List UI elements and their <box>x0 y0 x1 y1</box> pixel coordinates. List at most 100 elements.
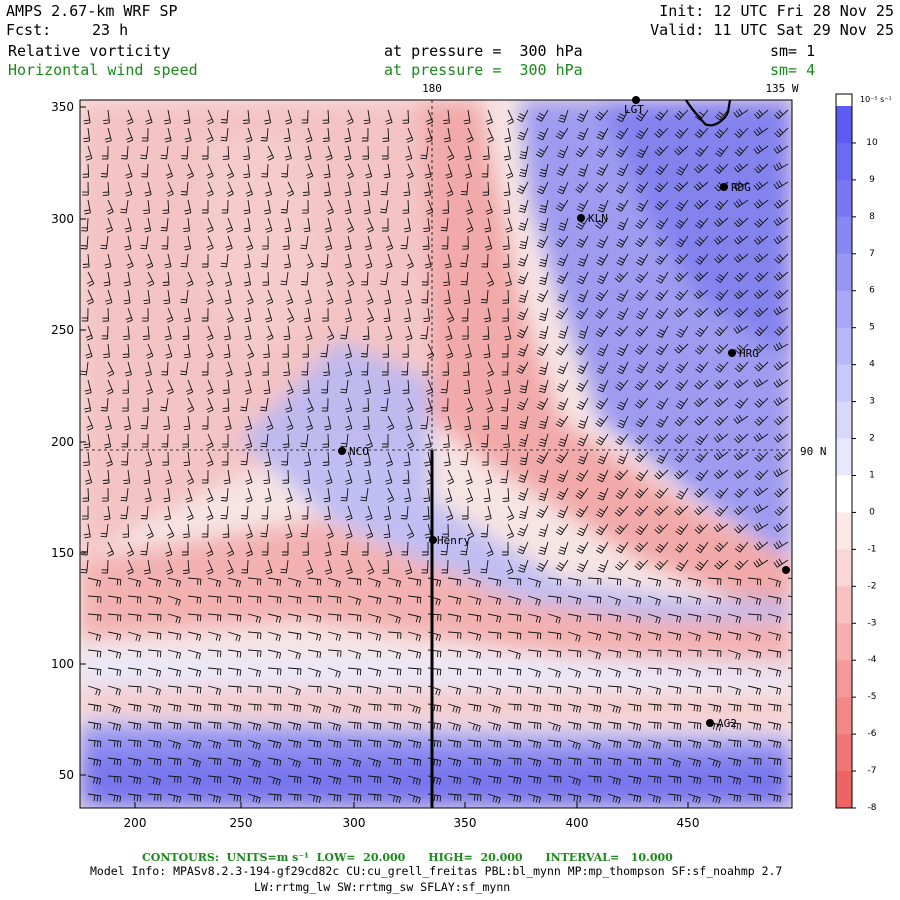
x-tick-200: 200 <box>124 816 147 830</box>
colorbar-label: 6 <box>869 286 875 296</box>
field2-level: at pressure = 300 hPa <box>384 61 583 79</box>
colorbar-cell <box>836 512 852 550</box>
field2-smoothing: sm= 4 <box>770 61 816 79</box>
station-ag2: AG2 <box>706 717 737 730</box>
colorbar-cell <box>836 142 852 181</box>
colorbar-cell <box>836 216 852 255</box>
colorbar-label: -7 <box>868 766 877 776</box>
coastline <box>685 99 732 127</box>
station-kln: KLN <box>577 212 608 225</box>
y-tick-250: 250 <box>51 323 74 337</box>
colorbar-label: -8 <box>868 803 877 813</box>
station-label: KLN <box>588 212 608 225</box>
colorbar-label: 9 <box>869 175 875 185</box>
station-henry: Henry <box>429 534 470 547</box>
colorbar-units: 10⁻⁵ s⁻¹ <box>860 95 892 104</box>
station-label: HRG <box>739 347 759 360</box>
field1-name: Relative vorticity <box>8 42 171 60</box>
y-tick-350: 350 <box>51 100 74 114</box>
colorbar-label: 8 <box>869 212 875 222</box>
physics-info: LW:rrtmg_lw SW:rrtmg_sw SFLAY:sf_mynn <box>254 880 511 894</box>
field1-level: at pressure = 300 hPa <box>384 42 583 60</box>
colorbar-cell <box>836 586 852 624</box>
colorbar-cell <box>836 438 852 476</box>
station-marker-icon <box>720 183 728 191</box>
y-tick-50: 50 <box>59 768 74 782</box>
colorbar-cell <box>836 179 852 218</box>
station-marker-icon <box>577 214 585 222</box>
model-info: Model Info: MPASv8.2.3-194-gf29cd82c CU:… <box>90 864 783 878</box>
station-hrg: HRG <box>728 347 759 360</box>
station-marker-icon <box>782 566 790 574</box>
station-label: Henry <box>437 534 470 547</box>
y-tick-200: 200 <box>51 435 74 449</box>
wind-barbs <box>80 108 792 804</box>
colorbar-label: -4 <box>868 655 877 665</box>
colorbar-label: 4 <box>869 360 875 370</box>
station-nco: NCO <box>338 445 369 458</box>
station-marker-icon <box>728 349 736 357</box>
station-label: NCO <box>349 445 369 458</box>
model-title: AMPS 2.67-km WRF SP <box>6 2 178 20</box>
label-90n: 90 N <box>800 445 827 458</box>
forecast-label: Fcst: <box>6 21 52 39</box>
colorbar-label: 2 <box>869 434 875 444</box>
station-marker-icon <box>632 96 640 104</box>
x-tick-350: 350 <box>454 816 477 830</box>
wind-barb-set <box>80 108 792 804</box>
x-tick-300: 300 <box>343 816 366 830</box>
label-135w: 135 W <box>765 82 798 95</box>
station-marker-icon <box>338 447 346 455</box>
plot-frame <box>79 99 793 809</box>
x-tick-250: 250 <box>230 816 253 830</box>
colorbar-label: 5 <box>869 323 875 333</box>
colorbar-cell <box>836 660 852 698</box>
colorbar-label: 1 <box>869 470 875 480</box>
station-marker-icon <box>706 719 714 727</box>
field2-name: Horizontal wind speed <box>8 61 198 79</box>
colorbar-cell <box>836 253 852 292</box>
colorbar-frame <box>835 93 853 809</box>
contour-info: CONTOURS: UNITS=m s⁻¹ LOW= 20.000 HIGH= … <box>142 851 673 864</box>
vorticity-field <box>80 100 792 808</box>
colorbar-cell <box>836 327 852 366</box>
colorbar-label: -2 <box>868 581 877 591</box>
colorbar-label: 0 <box>869 507 875 517</box>
colorbar-cell <box>836 549 852 587</box>
colorbar-label: 10 <box>866 138 878 148</box>
valid-time: Valid: 11 UTC Sat 29 Nov 25 <box>650 21 894 39</box>
y-tick-150: 150 <box>51 546 74 560</box>
station-rdg: RDG <box>720 181 751 194</box>
colorbar-cell <box>836 106 852 144</box>
colorbar-cell <box>836 771 852 809</box>
colorbar-label: -5 <box>868 692 877 702</box>
field1-smoothing: sm= 1 <box>770 42 816 60</box>
y-tick-300: 300 <box>51 212 74 226</box>
axis-ticks <box>80 106 689 808</box>
colorbar-label: -3 <box>868 618 877 628</box>
station-marker-icon <box>429 536 437 544</box>
colorbar-label: 7 <box>869 249 875 259</box>
colorbar-cell <box>836 364 852 403</box>
colorbar-cell <box>836 623 852 661</box>
station-label: RDG <box>731 181 751 194</box>
x-tick-400: 400 <box>566 816 589 830</box>
station-lgt: LGT <box>624 96 644 116</box>
station-label: AG2 <box>717 717 737 730</box>
y-tick-100: 100 <box>51 657 74 671</box>
station-label: LGT <box>624 103 644 116</box>
x-tick-450: 450 <box>677 816 700 830</box>
colorbar-label: 3 <box>869 397 875 407</box>
colorbar-cell <box>836 475 852 513</box>
init-time: Init: 12 UTC Fri 28 Nov 25 <box>659 2 894 20</box>
colorbar-cell <box>836 734 852 772</box>
label-180: 180 <box>422 82 442 95</box>
colorbar-cell <box>836 401 852 440</box>
colorbar-label: -6 <box>868 729 877 739</box>
forecast-hour: 23 h <box>92 21 129 39</box>
colorbar-cell <box>836 697 852 735</box>
colorbar-label: -1 <box>868 544 877 554</box>
colorbar-cell <box>836 290 852 329</box>
